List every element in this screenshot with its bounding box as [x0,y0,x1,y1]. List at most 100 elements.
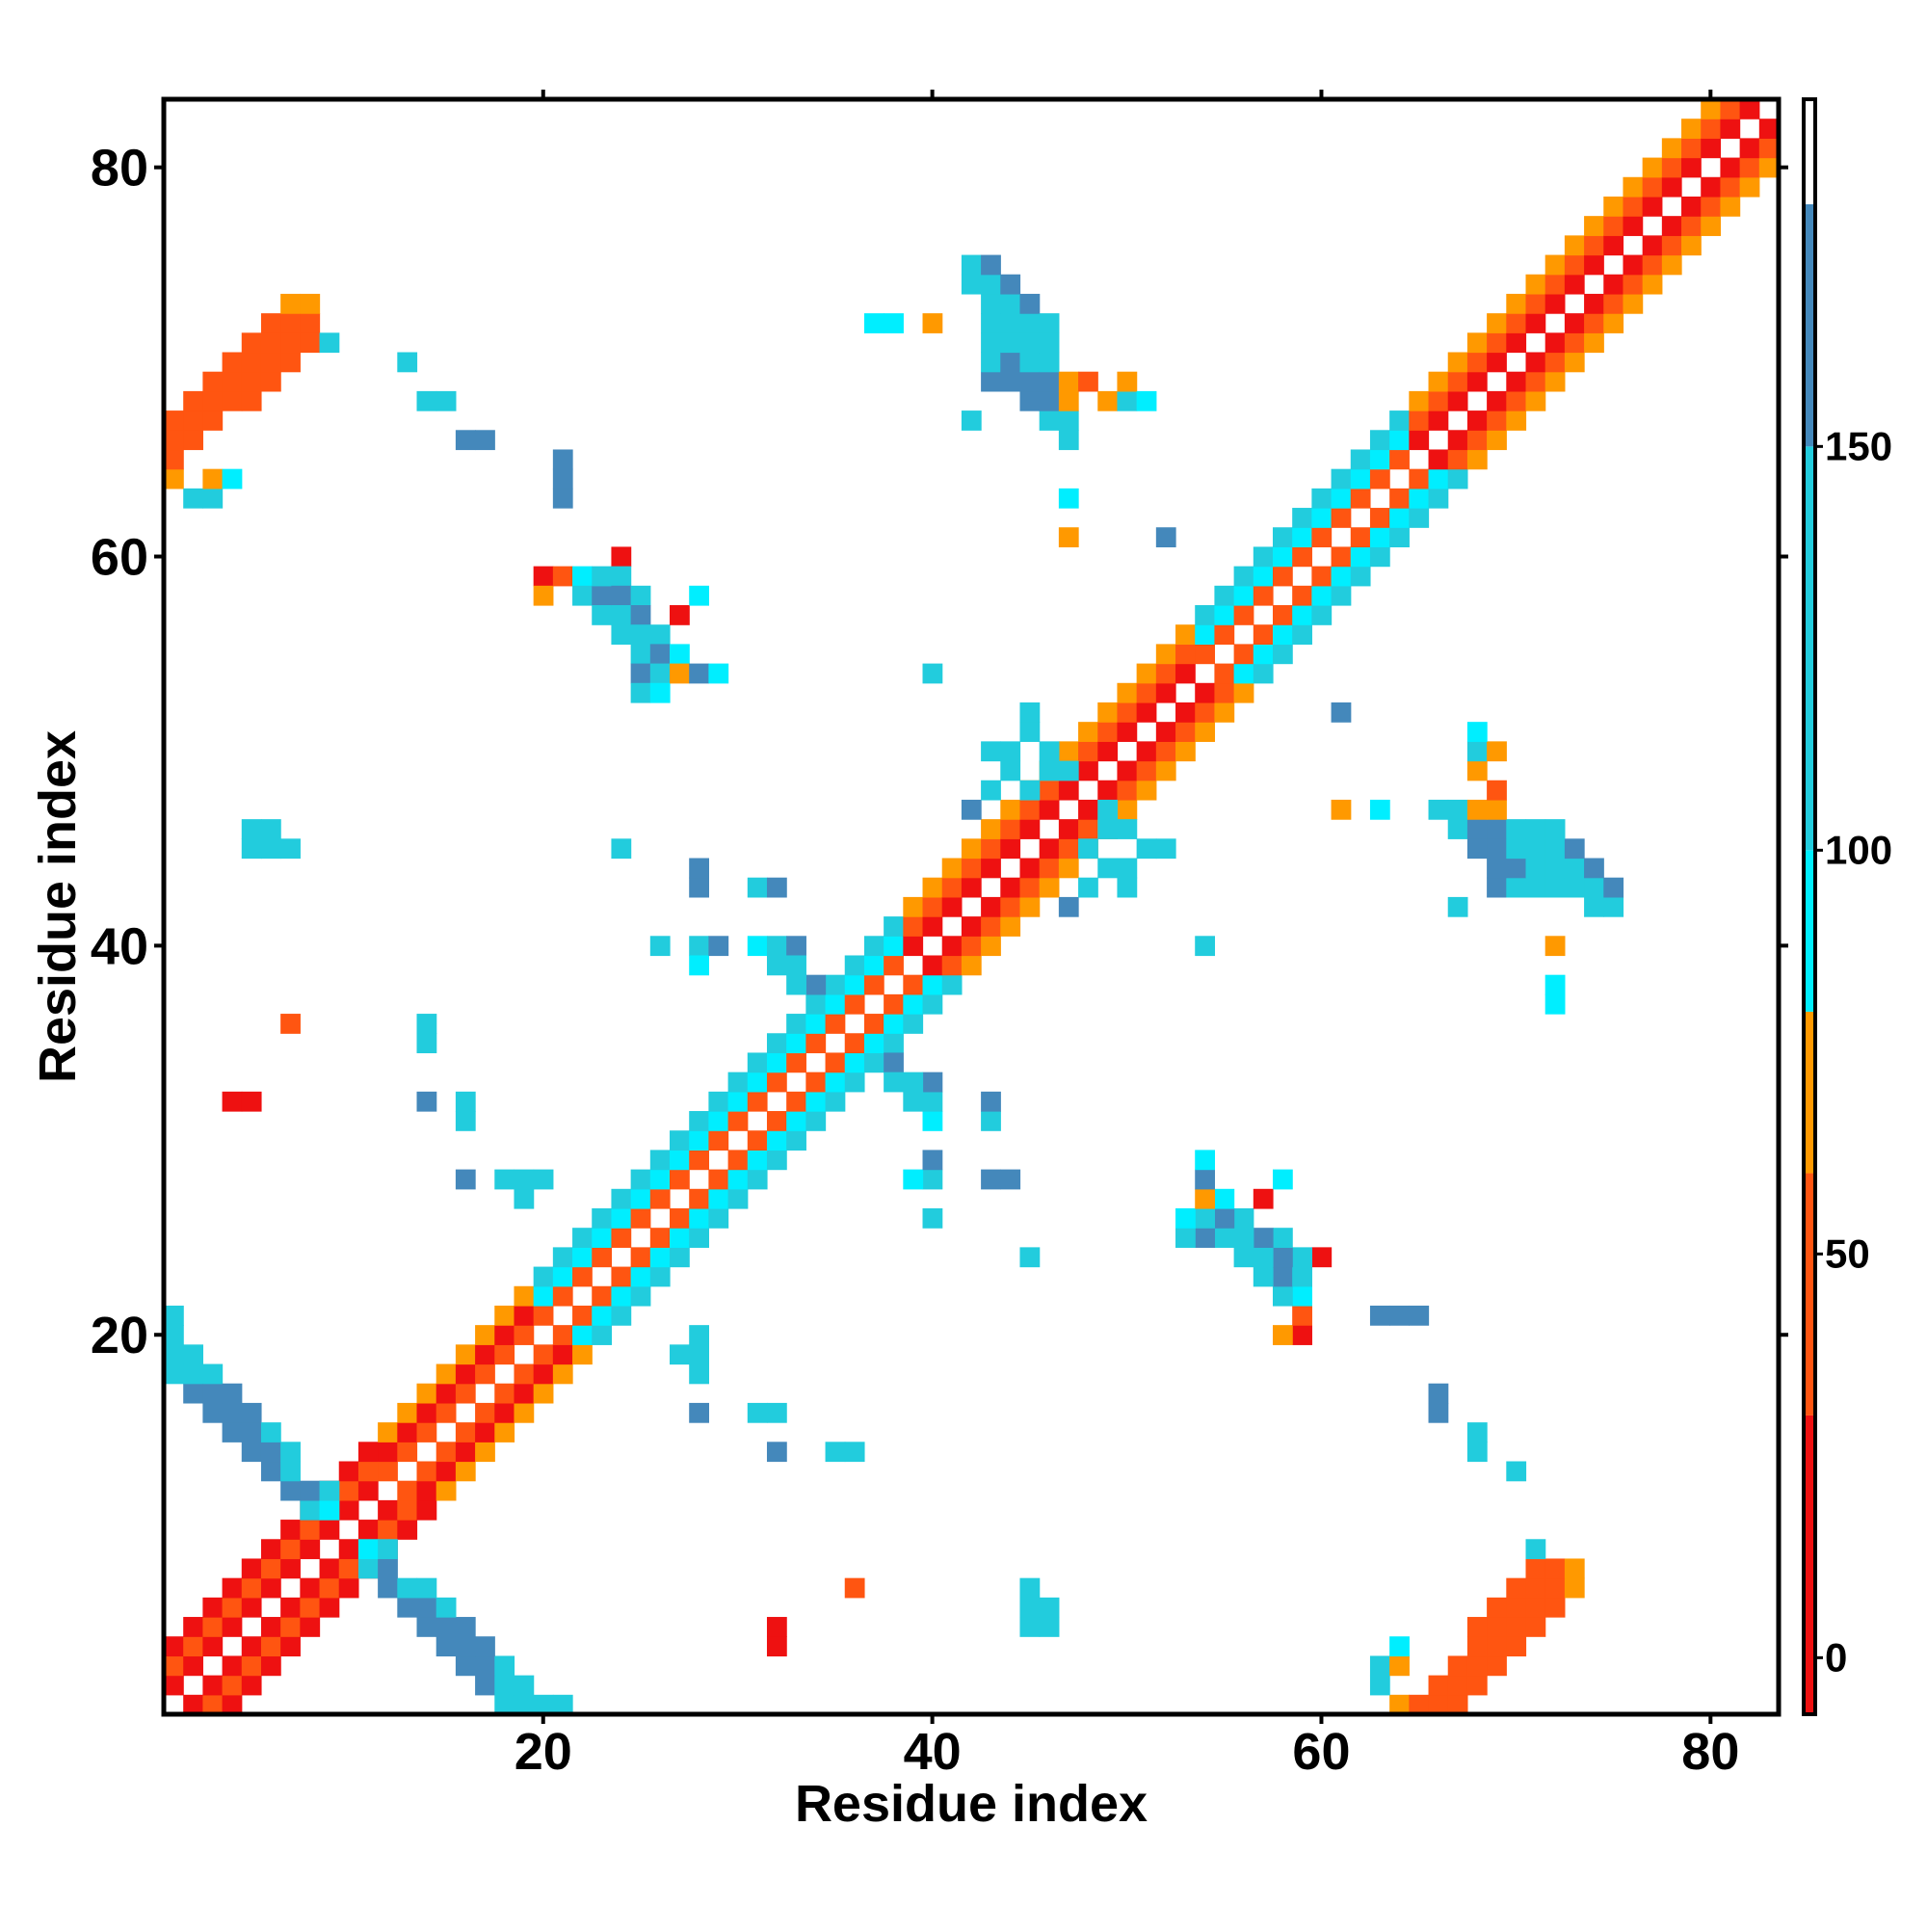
heatmap-cell [183,1344,203,1365]
heatmap-cell [1623,274,1644,295]
heatmap-cell [649,682,671,703]
heatmap-cell [552,468,573,490]
heatmap-cell [300,1617,321,1637]
heatmap-cell [1525,1558,1546,1579]
heatmap-cell [981,332,1001,354]
heatmap-cell [1506,313,1527,333]
heatmap-cell [611,1285,632,1307]
heatmap-cell [689,1150,709,1171]
y-tick-label: 40 [91,917,148,975]
heatmap-cell [1233,566,1254,587]
colorbar-tick-label: 50 [1825,1231,1870,1276]
heatmap-cell [1466,799,1488,820]
heatmap-cell [1097,741,1119,762]
heatmap-cell [1253,644,1274,665]
heatmap-cell [981,780,1001,801]
heatmap-cell [1544,838,1566,860]
heatmap-cell [1720,99,1741,119]
heatmap-cell [552,1285,573,1307]
heatmap-cell [1447,896,1468,917]
heatmap-cell [1331,585,1352,606]
heatmap-cell [1000,819,1021,839]
heatmap-cell [1117,371,1138,392]
heatmap-cell [378,1539,398,1560]
heatmap-cell [1233,1228,1254,1248]
heatmap-cell [670,605,690,625]
heatmap-cell [260,352,281,373]
heatmap-cell [552,566,573,587]
heatmap-cell [222,1383,243,1404]
heatmap-cell [689,1130,709,1151]
heatmap-cell [1369,468,1390,490]
heatmap-cell [1019,701,1041,723]
heatmap-cell [1331,566,1352,587]
heatmap-cell [1487,1655,1507,1677]
heatmap-cell [1506,877,1527,898]
heatmap-cell [961,955,982,976]
heatmap-cell [1642,235,1663,256]
heatmap-cell [1389,1636,1410,1657]
heatmap-cell [494,1422,515,1442]
heatmap-cell [1544,858,1566,879]
heatmap-cell [689,585,709,606]
heatmap-cell [280,1617,301,1637]
heatmap-cell [689,1363,709,1385]
heatmap-cell [1369,1655,1390,1677]
heatmap-cell [1603,313,1624,333]
heatmap-cell [1369,508,1390,528]
heatmap-cell [1136,741,1157,762]
heatmap-cell [1564,1558,1585,1579]
heatmap-cell [1175,663,1196,684]
heatmap-cell [670,1228,690,1248]
heatmap-cell [1019,896,1041,917]
heatmap-cell [863,1033,884,1054]
heatmap-cell [416,1499,437,1521]
heatmap-cell [630,605,651,625]
heatmap-cell [630,624,651,645]
heatmap-cell [378,1442,398,1463]
heatmap-cell [1409,508,1430,528]
heatmap-cell [1117,877,1138,898]
heatmap-cell [981,1169,1001,1190]
heatmap-cell [1019,390,1041,411]
heatmap-cell [514,1383,535,1404]
heatmap-cell [1525,819,1546,839]
heatmap-cell [1078,741,1098,762]
heatmap-cell [455,1344,476,1365]
heatmap-cell [1019,877,1041,898]
heatmap-cell [1039,858,1060,879]
heatmap-cell [1661,254,1682,276]
heatmap-cell [1039,313,1060,333]
heatmap-cell [708,1091,729,1112]
heatmap-cell [1389,449,1410,470]
heatmap-cell [1525,1617,1546,1637]
heatmap-cell [1428,488,1449,509]
heatmap-cell [766,1033,787,1054]
heatmap-cell [455,1111,476,1131]
heatmap-cell [1369,546,1390,568]
heatmap-cell [1311,1247,1333,1268]
heatmap-cell [1544,936,1566,957]
heatmap-cell [786,1091,806,1112]
heatmap-cell [1019,780,1041,801]
heatmap-cell [592,1228,613,1248]
heatmap-cell [1758,138,1780,159]
heatmap-cell [1155,722,1176,742]
heatmap-cell [280,313,301,333]
heatmap-cell [689,1207,709,1229]
heatmap-cell [805,1111,827,1131]
heatmap-cell [1525,390,1546,411]
heatmap-cell [1058,858,1079,879]
heatmap-cell [397,1520,418,1540]
heatmap-cell [1544,1558,1566,1579]
heatmap-cell [260,1461,281,1482]
heatmap-cell [708,1188,729,1209]
heatmap-cell [514,1402,535,1423]
heatmap-cell [922,877,943,898]
heatmap-cell [1000,916,1021,937]
heatmap-cell [611,1188,632,1209]
heatmap-cell [670,644,690,665]
heatmap-cell [1720,119,1741,139]
heatmap-cell [1292,1325,1312,1345]
heatmap-cell [1019,819,1041,839]
